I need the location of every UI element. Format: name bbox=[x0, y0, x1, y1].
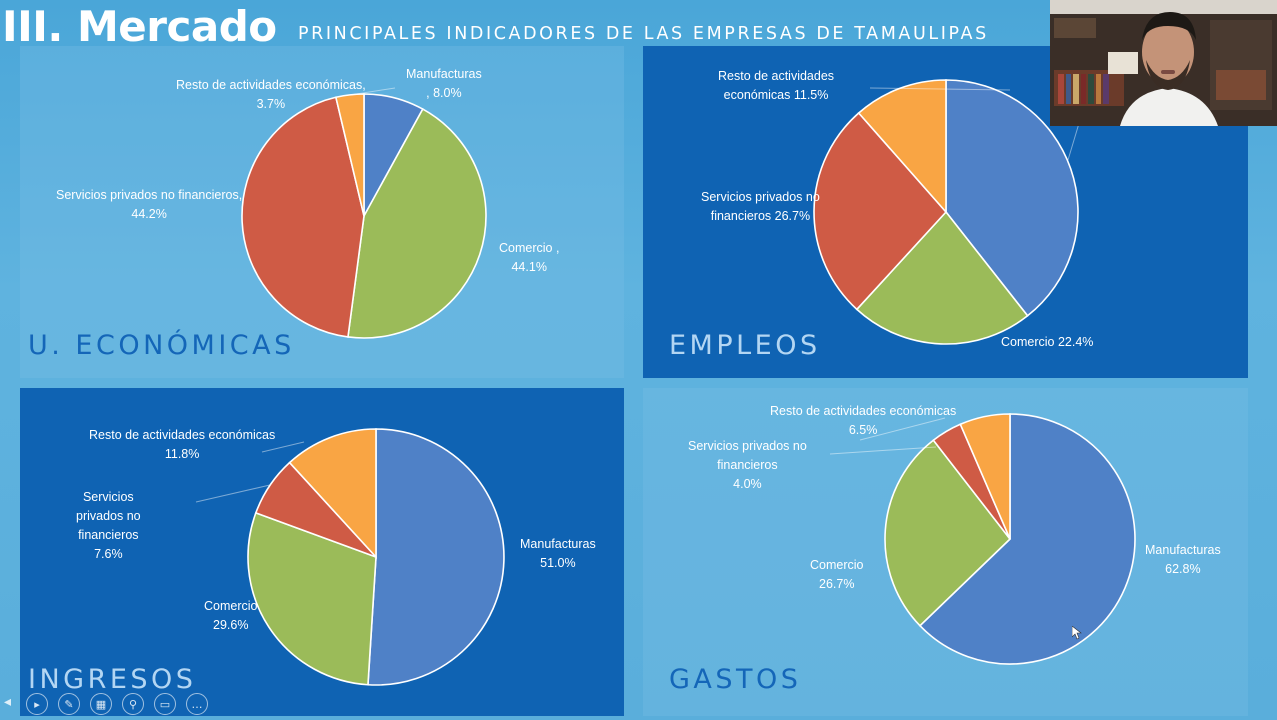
label-value: 62.8% bbox=[1165, 562, 1201, 576]
label-value: 11.8% bbox=[164, 447, 200, 461]
pie-ingresos bbox=[247, 428, 505, 686]
label-text: financieros bbox=[78, 528, 139, 542]
previous-slide-icon[interactable]: ◂ bbox=[4, 694, 12, 710]
label-value: 6.5% bbox=[848, 423, 878, 437]
label-ue-manufacturas: Manufacturas , 8.0% bbox=[406, 65, 482, 103]
pie-ue bbox=[241, 93, 487, 339]
pie-slice-servicios bbox=[813, 111, 948, 311]
label-value: , 8.0% bbox=[426, 86, 462, 100]
pie-slice-resto bbox=[857, 79, 947, 215]
label-text: Resto de actividades económicas bbox=[770, 404, 957, 418]
label-value: 3.7% bbox=[256, 97, 286, 111]
pie-slice-manufacturas bbox=[945, 79, 1079, 317]
leader-line bbox=[261, 441, 305, 453]
label-ue-comercio: Comercio , 44.1% bbox=[499, 239, 559, 277]
panel-title-empleos: EMPLEOS bbox=[669, 330, 821, 361]
label-em-comercio: Comercio 22.4% bbox=[1001, 333, 1093, 352]
pen-icon[interactable]: ✎ bbox=[58, 693, 80, 715]
leader-line bbox=[869, 87, 1011, 91]
pie-empleos bbox=[813, 79, 1079, 345]
more-icon[interactable]: … bbox=[186, 693, 208, 715]
label-text: Manufacturas bbox=[1145, 543, 1221, 557]
label-value: 44.2% bbox=[131, 207, 167, 221]
label-in-manufacturas: Manufacturas 51.0% bbox=[520, 535, 596, 573]
leader-lines bbox=[195, 87, 1081, 503]
label-ga-servicios: Servicios privados no financieros 4.0% bbox=[688, 437, 807, 494]
label-text: Servicios privados no financieros, bbox=[56, 188, 243, 202]
mouse-cursor-icon bbox=[1072, 626, 1082, 640]
label-text: Manufacturas bbox=[406, 67, 482, 81]
label-value: financieros 26.7% bbox=[710, 209, 811, 223]
label-em-servicios: Servicios privados no financieros 26.7% bbox=[701, 188, 820, 226]
pie-slice-servicios bbox=[241, 96, 365, 338]
label-value: 26.7% bbox=[819, 577, 855, 591]
label-text: Comercio , bbox=[499, 241, 560, 255]
label-value: 29.6% bbox=[213, 618, 249, 632]
slide-title: III. Mercado bbox=[2, 2, 277, 51]
pie-slice-comercio bbox=[247, 511, 377, 686]
label-ue-resto: Resto de actividades económicas, 3.7% bbox=[176, 76, 366, 114]
label-ga-resto: Resto de actividades económicas 6.5% bbox=[770, 402, 956, 440]
label-value: 4.0% bbox=[733, 477, 762, 491]
label-value: 44.1% bbox=[511, 260, 547, 274]
leader-line bbox=[349, 87, 396, 96]
label-text: Comercio bbox=[204, 599, 258, 613]
leader-line bbox=[859, 417, 946, 441]
leader-line bbox=[195, 484, 271, 503]
pie-slice-manufacturas bbox=[367, 428, 505, 686]
leader-line bbox=[829, 446, 937, 455]
label-text: Resto de actividades bbox=[718, 69, 835, 83]
zoom-icon[interactable]: ⚲ bbox=[122, 693, 144, 715]
label-em-resto: Resto de actividades económicas 11.5% bbox=[718, 67, 834, 105]
label-text: Resto de actividades económicas bbox=[89, 428, 276, 442]
subtitles-icon[interactable]: ▭ bbox=[154, 693, 176, 715]
pie-slice-comercio bbox=[884, 439, 1012, 627]
pie-slice-resto bbox=[959, 413, 1011, 540]
pie-slice-comercio bbox=[855, 210, 1029, 345]
label-ga-comercio: Comercio 26.7% bbox=[810, 556, 864, 594]
label-text: Comercio 22.4% bbox=[1001, 335, 1094, 349]
label-ga-manufacturas: Manufacturas 62.8% bbox=[1145, 541, 1221, 579]
panel-title-ue: U. ECONÓMICAS bbox=[28, 330, 295, 361]
label-text: Servicios bbox=[82, 490, 134, 504]
panel-title-ingresos: INGRESOS bbox=[28, 664, 197, 695]
leader-line bbox=[1067, 119, 1081, 161]
slideshow-toolbar: ▸ ✎ ▦ ⚲ ▭ … bbox=[26, 693, 208, 715]
pie-slice-resto bbox=[288, 428, 377, 560]
label-in-comercio: Comercio 29.6% bbox=[204, 597, 258, 635]
label-value: 51.0% bbox=[540, 556, 576, 570]
label-value: 7.6% bbox=[94, 547, 123, 561]
label-text: Manufacturas bbox=[520, 537, 596, 551]
label-in-resto: Resto de actividades económicas 11.8% bbox=[89, 426, 275, 464]
panel-title-gastos: GASTOS bbox=[669, 664, 802, 695]
slides-icon[interactable]: ▦ bbox=[90, 693, 112, 715]
label-text: Comercio bbox=[810, 558, 864, 572]
pie-slice-comercio bbox=[347, 108, 487, 339]
play-icon[interactable]: ▸ bbox=[26, 693, 48, 715]
presenter-video-icon bbox=[1050, 0, 1277, 126]
pie-slice-manufacturas bbox=[918, 413, 1136, 665]
label-text: financieros bbox=[717, 458, 778, 472]
label-in-servicios: Servicios privados no financieros 7.6% bbox=[76, 488, 141, 564]
label-text: Servicios privados no bbox=[701, 190, 820, 204]
label-ue-servicios: Servicios privados no financieros, 44.2% bbox=[56, 186, 242, 224]
slide-subtitle: PRINCIPALES INDICADORES DE LAS EMPRESAS … bbox=[298, 24, 989, 44]
label-text: Servicios privados no bbox=[688, 439, 807, 453]
pie-slice-resto bbox=[334, 93, 365, 217]
label-text: privados no bbox=[76, 509, 141, 523]
webcam-video bbox=[1050, 0, 1277, 126]
pie-gastos bbox=[884, 413, 1136, 665]
label-text: Resto de actividades económicas, bbox=[176, 78, 366, 92]
label-value: económicas 11.5% bbox=[723, 88, 829, 102]
